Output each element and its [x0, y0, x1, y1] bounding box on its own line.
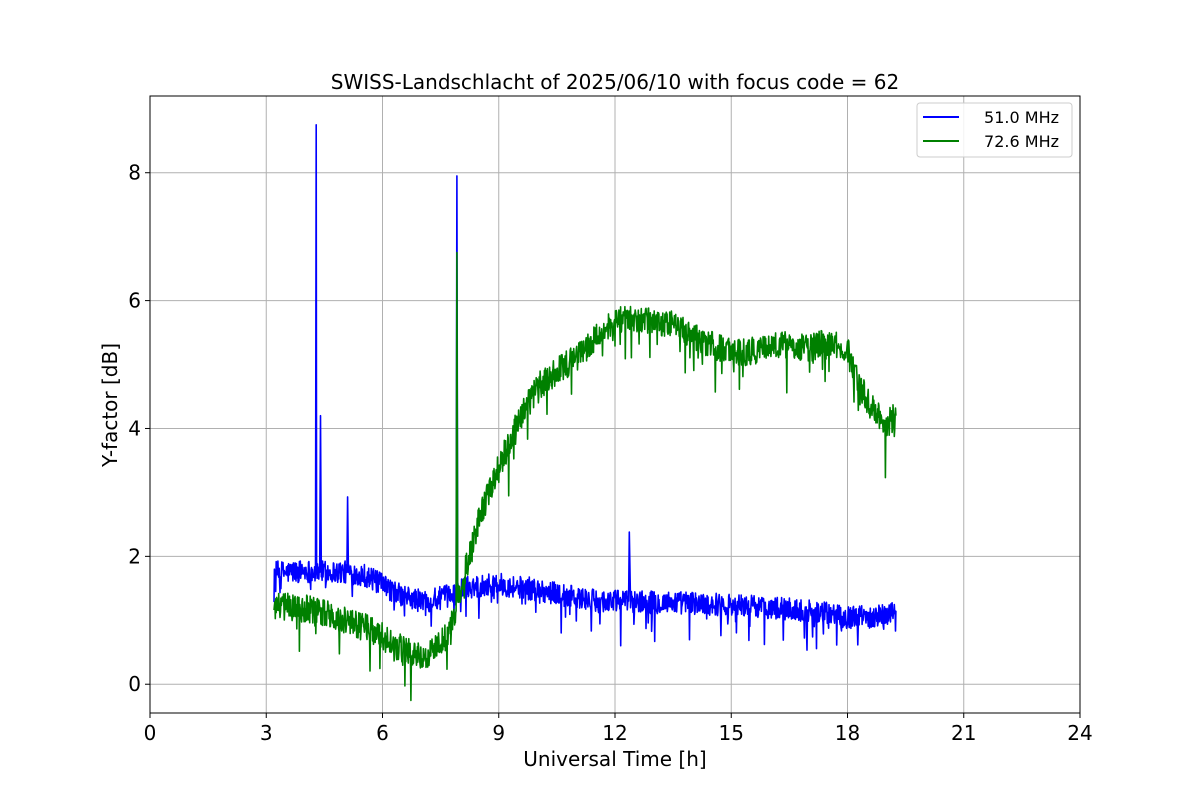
series-line-726mhz	[273, 251, 897, 702]
series-layer	[273, 124, 897, 702]
x-tick-label: 6	[376, 721, 389, 745]
y-axis-ticks: 0 2 4 6 8	[128, 161, 150, 696]
x-tick-label: 9	[492, 721, 505, 745]
x-tick-label: 18	[835, 721, 860, 745]
x-tick-label: 3	[260, 721, 273, 745]
x-tick-label: 21	[951, 721, 976, 745]
chart-title: SWISS-Landschlacht of 2025/06/10 with fo…	[331, 70, 899, 94]
y-tick-label: 0	[128, 672, 141, 696]
y-axis-label: Y-factor [dB]	[98, 343, 122, 468]
legend-label-51mhz: 51.0 MHz	[984, 108, 1059, 127]
y-tick-label: 2	[128, 544, 141, 568]
x-tick-label: 12	[602, 721, 627, 745]
x-axis-label: Universal Time [h]	[523, 747, 706, 771]
y-tick-label: 4	[128, 416, 141, 440]
y-tick-label: 6	[128, 289, 141, 313]
legend: 51.0 MHz 72.6 MHz	[916, 102, 1073, 158]
x-axis-ticks: 0 3 6 9 12 15 18 21 24	[144, 713, 1093, 745]
x-tick-label: 24	[1067, 721, 1092, 745]
y-tick-label: 8	[128, 161, 141, 185]
x-tick-label: 15	[719, 721, 744, 745]
series-line-510mhz	[273, 124, 897, 651]
x-tick-label: 0	[144, 721, 157, 745]
legend-label-72mhz: 72.6 MHz	[984, 132, 1059, 151]
